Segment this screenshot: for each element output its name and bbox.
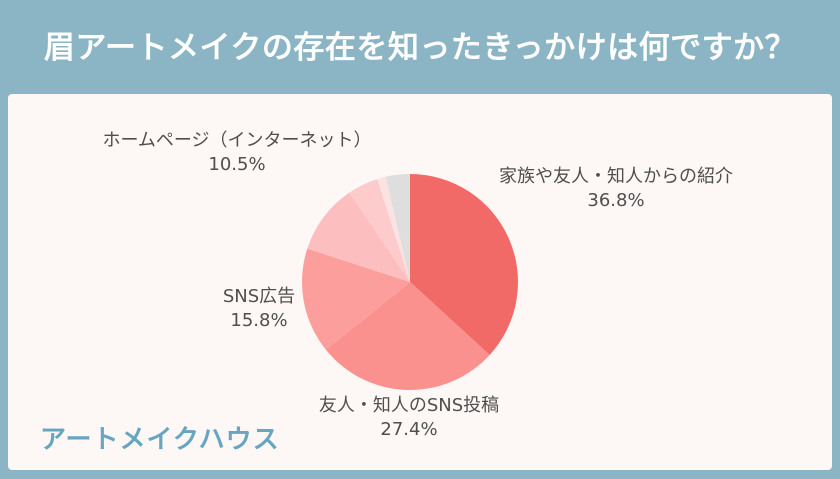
pie-segment-4 (349, 179, 410, 282)
logo-text: アートメイクハウス (40, 425, 280, 455)
pie-segment-1 (325, 282, 490, 390)
pie-label-homepage-text: ホームページ（インターネット） (102, 130, 372, 151)
pie-segment-0 (410, 174, 519, 355)
pie-label-sns-ad: SNS広告 15.8% (223, 285, 295, 333)
pie-label-sns-ad-value: 15.8% (230, 310, 288, 331)
pie-segment-5 (377, 176, 410, 282)
pie-chart (302, 174, 519, 390)
pie-label-sns-post: 友人・知人のSNS投稿 27.4% (319, 394, 499, 442)
pie-label-family: 家族や友人・知人からの紹介 36.8% (499, 165, 733, 213)
chart-card: ホームページ（インターネット） 10.5% 家族や友人・知人からの紹介 36.8… (8, 94, 832, 470)
pie-label-family-text: 家族や友人・知人からの紹介 (499, 166, 733, 187)
pie-segment-3 (307, 192, 410, 282)
pie-label-sns-post-text: 友人・知人のSNS投稿 (318, 395, 500, 416)
pie-label-family-value: 36.8% (587, 190, 645, 211)
pie-label-homepage: ホームページ（インターネット） 10.5% (102, 129, 371, 177)
pie-label-sns-ad-text: SNS広告 (222, 286, 296, 307)
page-title: 眉アートメイクの存在を知ったきっかけは何ですか？ (43, 30, 797, 66)
pie-segment-6 (385, 174, 410, 282)
pie-label-sns-post-value: 27.4% (380, 419, 438, 440)
pie-label-homepage-value: 10.5% (208, 154, 266, 175)
pie-segment-2 (302, 248, 410, 350)
